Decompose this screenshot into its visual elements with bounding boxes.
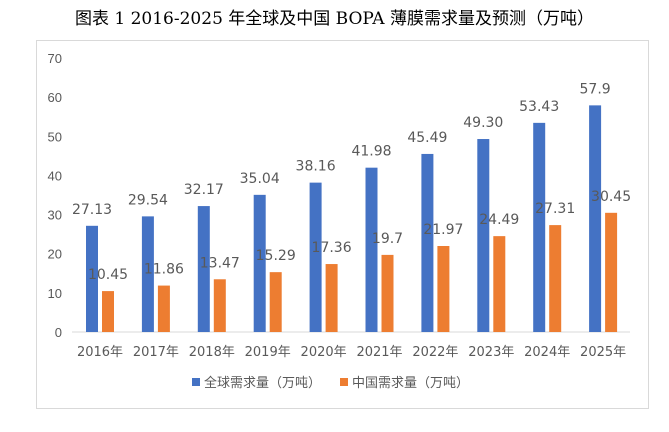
bar-china (157, 285, 170, 332)
data-label: 35.04 (240, 171, 280, 187)
data-label: 21.97 (423, 222, 463, 238)
x-tick-label: 2021年 (356, 345, 402, 360)
bar-china (269, 272, 282, 332)
bar-china (213, 279, 226, 332)
bar-global (365, 167, 378, 332)
y-tick-label: 40 (48, 168, 62, 183)
bar-global (533, 122, 546, 332)
bar-global (141, 216, 154, 332)
bar-china (493, 236, 506, 332)
bar-global (589, 105, 602, 332)
data-label: 27.31 (535, 201, 575, 217)
legend-label: 全球需求量（万吨） (204, 375, 321, 391)
data-label: 24.49 (479, 212, 519, 228)
y-tick-label: 10 (48, 286, 62, 301)
y-tick-label: 0 (55, 325, 62, 340)
bar-global (309, 182, 322, 332)
data-label: 10.45 (88, 267, 128, 283)
x-tick-label: 2018年 (189, 345, 235, 360)
bar-global (86, 225, 98, 332)
x-tick-label: 2016年 (77, 345, 123, 360)
data-label: 29.54 (128, 192, 168, 208)
data-label: 57.9 (580, 81, 611, 97)
bar-global (477, 139, 490, 332)
data-label: 27.13 (72, 202, 112, 218)
x-tick-label: 2017年 (133, 345, 179, 360)
data-label: 53.43 (519, 99, 559, 115)
x-tick-label: 2024年 (524, 345, 570, 360)
x-tick-label: 2020年 (301, 345, 347, 360)
bar-china (325, 264, 338, 332)
data-label: 15.29 (256, 248, 296, 264)
data-label: 13.47 (200, 255, 240, 271)
data-label: 49.30 (463, 115, 503, 131)
x-tick-label: 2019年 (245, 345, 291, 360)
legend-swatch (192, 378, 200, 386)
x-tick-label: 2022年 (412, 345, 458, 360)
data-label: 17.36 (312, 240, 352, 256)
data-label: 38.16 (296, 159, 336, 175)
y-tick-label: 30 (48, 208, 62, 223)
y-tick-label: 50 (48, 129, 62, 144)
data-label: 41.98 (351, 144, 391, 160)
x-tick-label: 2025年 (580, 345, 626, 360)
x-tick-label: 2023年 (468, 345, 514, 360)
data-label: 19.7 (372, 231, 403, 247)
bar-china (605, 212, 618, 332)
bar-china (102, 291, 114, 332)
data-label: 30.45 (591, 189, 631, 205)
bar-global (197, 206, 210, 332)
legend-label: 中国需求量（万吨） (352, 376, 469, 391)
bar-china (549, 225, 562, 332)
y-tick-label: 70 (48, 51, 62, 66)
legend-swatch (340, 378, 348, 386)
bar-global (253, 194, 266, 332)
chart-title: 图表 1 2016-2025 年全球及中国 BOPA 薄膜需求量及预测（万吨） (74, 9, 594, 29)
y-tick-label: 20 (48, 247, 62, 262)
chart-frame (36, 40, 649, 409)
bar-china (381, 254, 394, 332)
bar-china (437, 246, 450, 332)
bar-global (421, 153, 434, 332)
data-label: 32.17 (184, 182, 224, 198)
data-label: 45.49 (407, 130, 447, 146)
data-label: 11.86 (144, 262, 184, 278)
y-tick-label: 60 (48, 90, 62, 105)
